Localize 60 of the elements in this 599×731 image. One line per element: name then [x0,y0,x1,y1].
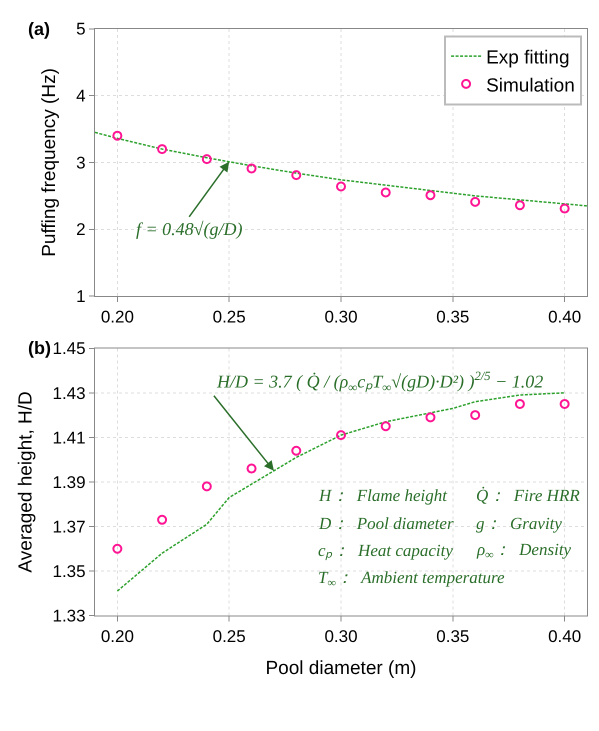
annotation: cₚ： Heat capacity [318,541,454,561]
annotation: Q̇： Fire HRR [476,486,580,505]
point [560,398,570,409]
point [157,514,168,525]
legend-label: Exp fitting [486,48,570,69]
point [514,200,525,210]
x-tick-label: 0.25 [212,308,246,326]
x-tick-label: 0.40 [548,626,582,646]
point [336,430,346,440]
annotation: g： Gravity [476,514,562,533]
point [246,464,257,474]
point [112,544,122,554]
x-tick-label: 0.30 [324,626,358,646]
text: (b) [28,338,51,358]
x-tick-label: 0.20 [100,308,134,326]
point [291,446,302,456]
point [112,130,122,141]
annotation: f = 0.48√(g/D) [136,219,243,239]
point [202,154,212,164]
point [514,398,525,409]
annotation: ρ$_{∞}$： Density [476,540,572,562]
y-tick-label: 1 [76,287,86,306]
annotation: H： Flame height [318,486,448,505]
point [336,182,346,192]
y-tick-label: 1.43 [52,384,86,403]
point [202,481,212,492]
point [470,410,480,420]
x-tick-label: 0.20 [100,626,134,646]
x-tick-label: 0.35 [436,626,470,646]
legend-label: Simulation [486,75,575,96]
point [380,421,391,432]
y-tick-label: 1.33 [52,606,86,626]
annotation: T$_{∞}$： Ambient temperature [318,568,505,590]
y-tick-label: 1.45 [52,339,86,358]
y-tick-label: 1.37 [52,517,86,536]
y-tick-label: 5 [76,20,86,39]
point [560,204,570,214]
point [157,144,168,154]
y-tick-label: 2 [76,220,86,240]
annotation: H/D = 3.7 ( Q̇ / (ρ$_{∞}$cₚT$_{∞}$√(gD)·D²) )$^{2/5}$ − 1.02 [216,369,544,394]
y-axis-title: Puffing frequency (Hz) [38,68,60,257]
x-tick-label: 0.35 [436,308,470,326]
y-tick-label: 1.35 [52,562,86,581]
point [291,170,302,180]
point [425,190,436,200]
point [425,412,436,422]
point [380,188,391,198]
y-axis-title: Averaged height, H/D [15,391,36,573]
point [470,196,480,207]
x-tick-label: 0.30 [324,308,358,326]
annotation: D： Pool diameter [318,514,454,533]
x-tick-label: 0.40 [548,308,582,326]
y-tick-label: 4 [76,86,86,106]
point [246,163,257,174]
x-tick-label: 0.25 [212,626,246,646]
y-tick-label: 3 [76,153,86,172]
y-tick-label: 1.39 [52,472,86,492]
text: (a) [28,19,50,39]
y-tick-label: 1.41 [52,428,86,448]
x-axis-title: Pool diameter (m) [266,658,416,679]
